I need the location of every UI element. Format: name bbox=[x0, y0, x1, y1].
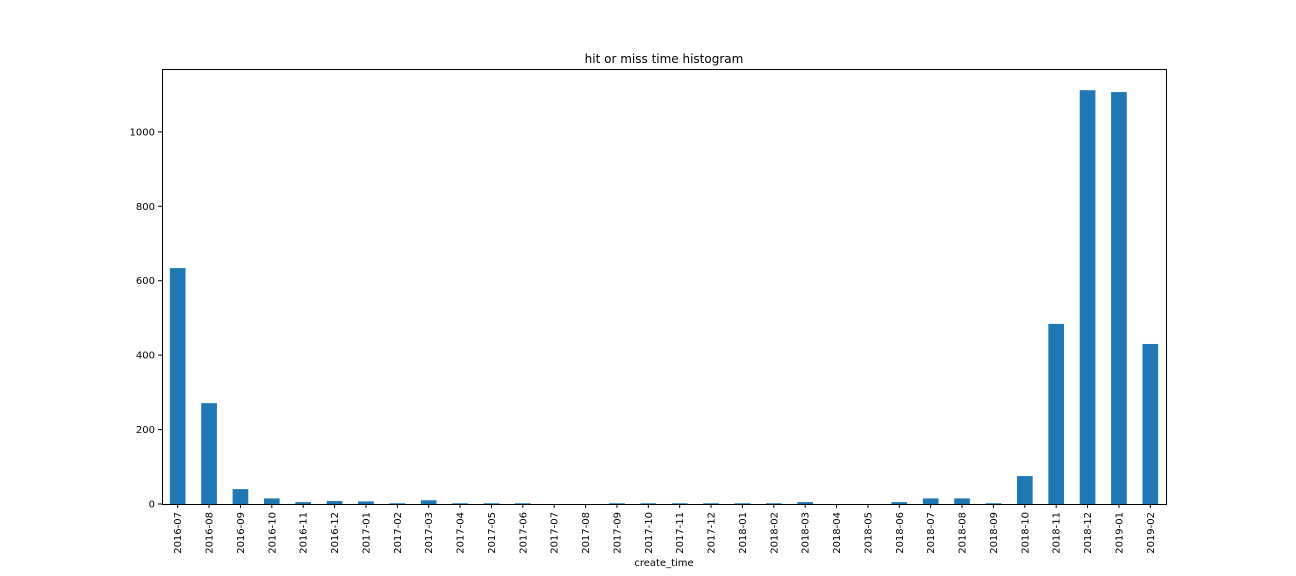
x-tick-label: 2018-07 bbox=[926, 512, 937, 554]
x-tick-label: 2018-11 bbox=[1052, 512, 1063, 554]
bar-2017-04 bbox=[452, 503, 468, 504]
x-tick-label: 2016-12 bbox=[330, 512, 341, 554]
x-tick-label: 2019-01 bbox=[1114, 512, 1125, 554]
x-tick-label: 2018-05 bbox=[863, 512, 874, 554]
bar-2019-02 bbox=[1142, 343, 1159, 504]
x-tick-label: 2018-02 bbox=[769, 512, 780, 554]
bar-2018-12 bbox=[1079, 90, 1096, 504]
bar-2016-07 bbox=[169, 268, 186, 504]
x-tick-label: 2017-09 bbox=[612, 512, 623, 554]
x-tick-label: 2016-07 bbox=[173, 512, 184, 554]
x-tick-label: 2018-08 bbox=[958, 512, 969, 554]
bar-2017-02 bbox=[389, 503, 406, 504]
x-tick-label: 2016-08 bbox=[205, 512, 216, 554]
bar-2017-12 bbox=[703, 503, 719, 504]
bar-2017-09 bbox=[609, 503, 625, 504]
x-tick-label: 2018-03 bbox=[801, 512, 812, 554]
bars bbox=[169, 90, 1159, 505]
bar-2018-06 bbox=[891, 502, 908, 504]
bar-2018-02 bbox=[765, 503, 782, 504]
bar-2017-05 bbox=[483, 503, 500, 504]
x-tick-label: 2016-11 bbox=[299, 512, 310, 554]
y-tick-label: 200 bbox=[136, 425, 155, 436]
bar-2019-01 bbox=[1111, 92, 1127, 505]
bar-2016-11 bbox=[295, 502, 312, 504]
y-tick-label: 600 bbox=[136, 276, 155, 287]
x-tick-label: 2017-02 bbox=[393, 512, 404, 554]
x-tick-label: 2018-09 bbox=[989, 512, 1000, 554]
x-tick-label: 2017-08 bbox=[581, 512, 592, 554]
x-tick-label: 2017-01 bbox=[361, 512, 372, 554]
bar-2016-10 bbox=[263, 498, 280, 504]
x-axis: 2016-07 2016-08 2016-09 2016-10 2016-11 2016-… bbox=[173, 504, 1157, 554]
bar-2017-03 bbox=[420, 500, 437, 504]
y-tick-label: 800 bbox=[136, 202, 155, 213]
x-tick-label: 2017-11 bbox=[675, 512, 686, 554]
y-tick-label: 0 bbox=[149, 500, 155, 511]
x-tick-label: 2017-03 bbox=[424, 512, 435, 554]
bar-2016-09 bbox=[232, 489, 249, 504]
bar-2016-08 bbox=[201, 403, 217, 504]
bar-2017-10 bbox=[640, 503, 657, 504]
x-tick-label: 2018-01 bbox=[738, 512, 749, 554]
y-tick-label: 400 bbox=[136, 351, 155, 362]
chart-title: hit or miss time histogram bbox=[585, 52, 744, 66]
x-tick-label: 2016-10 bbox=[267, 512, 278, 554]
bar-2018-10 bbox=[1016, 476, 1033, 504]
x-tick-label: 2017-10 bbox=[644, 512, 655, 554]
x-tick-label: 2017-12 bbox=[707, 512, 718, 554]
x-tick-label: 2018-06 bbox=[895, 512, 906, 554]
bar-2018-03 bbox=[797, 502, 814, 504]
y-tick-label: 1000 bbox=[130, 127, 155, 138]
bar-2018-07 bbox=[922, 498, 939, 504]
x-tick-label: 2017-04 bbox=[456, 512, 467, 554]
bar-2017-01 bbox=[358, 501, 374, 504]
x-tick-label: 2018-10 bbox=[1020, 512, 1031, 554]
bar-2018-08 bbox=[954, 498, 970, 504]
x-tick-label: 2017-06 bbox=[518, 512, 529, 554]
x-tick-label: 2018-12 bbox=[1083, 512, 1094, 554]
x-tick-label: 2018-04 bbox=[832, 512, 843, 554]
bar-2017-06 bbox=[514, 503, 531, 504]
bar-2018-09 bbox=[985, 503, 1002, 504]
x-tick-label: 2017-07 bbox=[550, 512, 561, 554]
x-tick-label: 2019-02 bbox=[1146, 512, 1157, 554]
bar-2016-12 bbox=[326, 501, 343, 504]
x-axis-label: create_time bbox=[634, 558, 693, 569]
bar-2018-11 bbox=[1048, 323, 1065, 504]
x-tick-label: 2017-05 bbox=[487, 512, 498, 554]
plot-frame bbox=[162, 69, 1167, 505]
bar-2017-11 bbox=[671, 503, 688, 504]
y-axis: 0 200 400 600 800 1000 bbox=[130, 127, 162, 511]
x-tick-label: 2016-09 bbox=[236, 512, 247, 554]
bar-2018-01 bbox=[734, 503, 751, 504]
